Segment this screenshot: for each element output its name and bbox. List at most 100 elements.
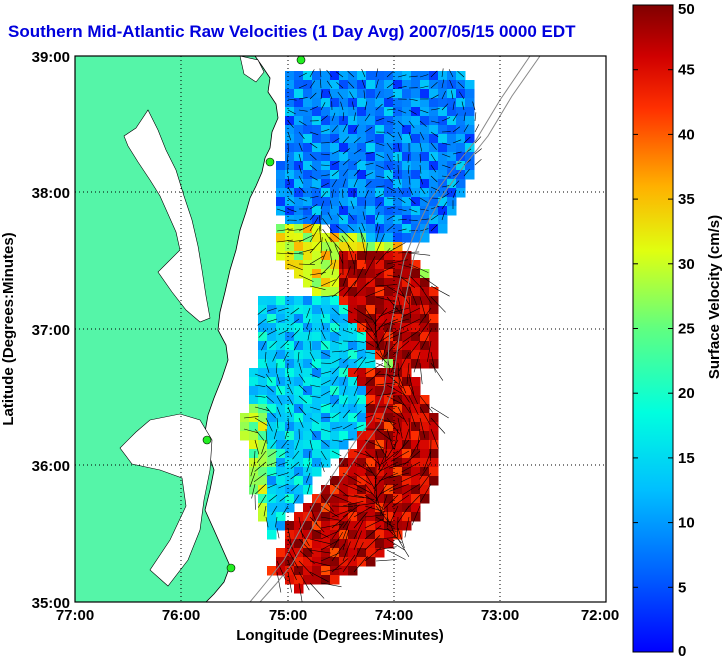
- velocity-cell: [402, 395, 412, 405]
- velocity-arrow: [463, 169, 470, 177]
- velocity-cell: [294, 305, 304, 315]
- velocity-arrow: [430, 108, 440, 111]
- velocity-cell: [276, 242, 286, 252]
- velocity-cell: [276, 314, 286, 324]
- velocity-cell: [420, 179, 430, 189]
- velocity-arrow: [243, 428, 259, 434]
- velocity-cell: [330, 107, 340, 117]
- velocity-arrow: [375, 185, 385, 188]
- velocity-arrow: [386, 108, 396, 111]
- velocity-cell: [285, 521, 295, 531]
- velocity-arrow: [326, 69, 333, 78]
- velocity-cell: [366, 89, 376, 99]
- velocity-cell: [429, 467, 439, 477]
- velocity-cell: [348, 179, 358, 189]
- velocity-arrow: [331, 398, 339, 408]
- velocity-cell: [357, 422, 367, 432]
- velocity-arrow: [320, 329, 326, 340]
- velocity-cell: [312, 377, 322, 387]
- velocity-arrow: [331, 150, 341, 155]
- velocity-arrow: [421, 329, 432, 350]
- velocity-cell: [375, 350, 385, 360]
- velocity-cell: [411, 269, 421, 279]
- velocity-cell: [402, 404, 412, 414]
- velocity-cell: [357, 143, 367, 153]
- velocity-cell: [258, 422, 268, 432]
- velocity-cell: [294, 395, 304, 405]
- velocity-arrow: [298, 362, 303, 374]
- velocity-cell: [384, 332, 394, 342]
- velocity-arrow: [364, 388, 373, 397]
- velocity-arrow: [352, 101, 355, 111]
- velocity-cell: [276, 557, 286, 567]
- velocity-cell: [357, 80, 367, 90]
- velocity-arrow: [402, 428, 410, 449]
- velocity-cell: [393, 134, 403, 144]
- velocity-arrow: [307, 483, 311, 495]
- velocity-arrow: [353, 555, 368, 573]
- velocity-arrow: [427, 340, 432, 362]
- velocity-cell: [303, 170, 313, 180]
- velocity-cell: [447, 116, 457, 126]
- velocity-arrow: [408, 417, 411, 439]
- velocity-cell: [303, 386, 313, 396]
- velocity-cell: [357, 521, 367, 531]
- velocity-arrow: [298, 142, 303, 152]
- velocity-cell: [294, 476, 304, 486]
- velocity-cell: [330, 80, 340, 90]
- velocity-arrow: [298, 186, 306, 194]
- velocity-cell: [303, 476, 313, 486]
- velocity-cell: [303, 98, 313, 108]
- x-tick-label: 74:00: [375, 607, 413, 624]
- velocity-arrow: [319, 226, 322, 243]
- velocity-cell: [294, 197, 304, 207]
- velocity-arrow: [375, 505, 390, 523]
- velocity-arrow: [287, 228, 304, 232]
- velocity-arrow: [364, 113, 371, 122]
- velocity-arrow: [430, 362, 444, 381]
- velocity-arrow: [273, 428, 278, 440]
- velocity-arrow: [276, 208, 286, 212]
- velocity-cell: [366, 161, 376, 171]
- velocity-arrow: [353, 136, 361, 144]
- velocity-cell: [258, 431, 268, 441]
- velocity-cell: [429, 458, 439, 468]
- velocity-cell: [303, 359, 313, 369]
- velocity-cell: [285, 485, 295, 495]
- velocity-cell: [384, 386, 394, 396]
- velocity-arrow: [386, 549, 406, 560]
- velocity-arrow: [298, 538, 314, 555]
- velocity-cell: [429, 89, 439, 99]
- velocity-cell: [420, 215, 430, 225]
- velocity-cell: [312, 431, 322, 441]
- map-title: Southern Mid-Atlantic Raw Velocities (1 …: [8, 22, 576, 41]
- velocity-cell: [339, 71, 349, 81]
- velocity-cell: [348, 224, 358, 234]
- velocity-arrow: [375, 202, 382, 210]
- velocity-arrow: [386, 373, 403, 388]
- velocity-arrow: [287, 373, 292, 385]
- velocity-arrow: [353, 502, 375, 507]
- velocity-arrow: [265, 384, 274, 393]
- velocity-cell: [303, 206, 313, 216]
- velocity-cell: [420, 440, 430, 450]
- velocity-cell: [303, 431, 313, 441]
- velocity-arrow: [386, 384, 406, 396]
- velocity-cell: [420, 449, 430, 459]
- velocity-cell: [249, 368, 259, 378]
- velocity-cell: [312, 413, 322, 423]
- velocity-cell: [393, 89, 403, 99]
- velocity-arrow: [373, 318, 388, 336]
- velocity-cell: [402, 206, 412, 216]
- velocity-cell: [303, 215, 313, 225]
- velocity-cell: [348, 503, 358, 513]
- velocity-cell: [402, 134, 412, 144]
- velocity-cell: [267, 440, 277, 450]
- velocity-cell: [276, 368, 286, 378]
- velocity-cell: [447, 125, 457, 135]
- velocity-arrow: [353, 472, 372, 486]
- velocity-cell: [456, 179, 466, 189]
- velocity-cell: [384, 539, 394, 549]
- velocity-cell: [357, 71, 367, 81]
